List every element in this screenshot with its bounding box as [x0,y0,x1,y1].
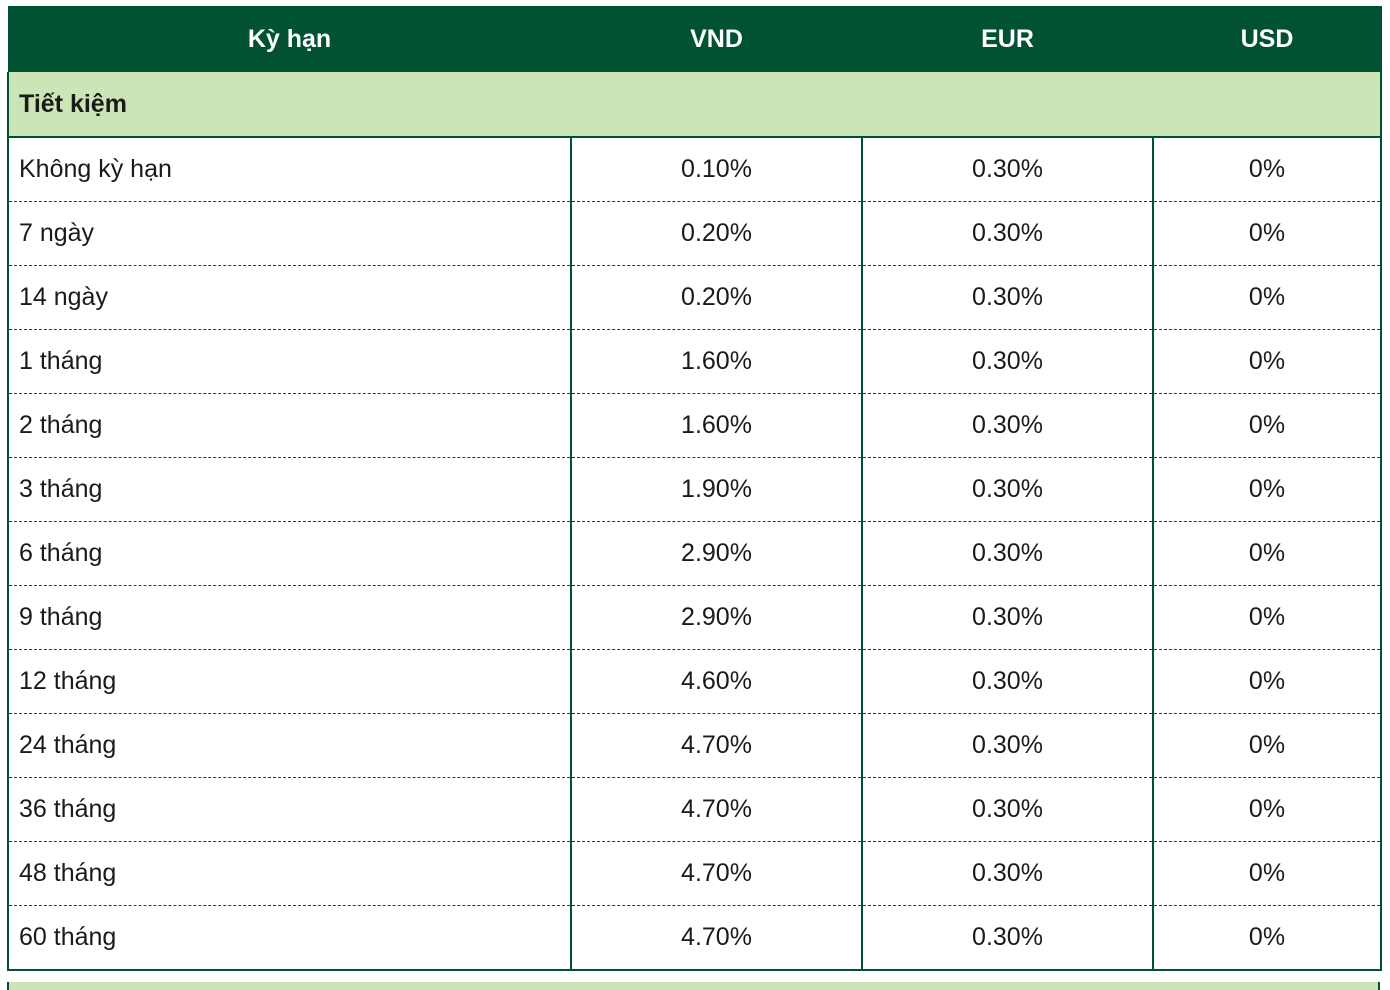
table-row: 6 tháng 2.90% 0.30% 0% [7,521,1382,586]
term-cell: 9 tháng [7,585,572,650]
header-term: Kỳ hạn [7,6,572,72]
vnd-rate-cell: 4.60% [570,649,863,714]
table-row: 60 tháng 4.70% 0.30% 0% [7,905,1382,971]
term-cell: 3 tháng [7,457,572,522]
table-row: 1 tháng 1.60% 0.30% 0% [7,329,1382,394]
usd-rate-cell: 0% [1152,649,1382,714]
table-row: 7 ngày 0.20% 0.30% 0% [7,201,1382,266]
usd-rate-cell: 0% [1152,713,1382,778]
table-row: 24 tháng 4.70% 0.30% 0% [7,713,1382,778]
next-section-strip [7,982,1380,990]
vnd-rate-cell: 0.20% [570,201,863,266]
eur-rate-cell: 0.30% [861,201,1154,266]
vnd-rate-cell: 1.90% [570,457,863,522]
eur-rate-cell: 0.30% [861,137,1154,202]
table-row: 2 tháng 1.60% 0.30% 0% [7,393,1382,458]
eur-rate-cell: 0.30% [861,393,1154,458]
vnd-rate-cell: 2.90% [570,521,863,586]
vnd-rate-cell: 1.60% [570,393,863,458]
usd-rate-cell: 0% [1152,329,1382,394]
usd-rate-cell: 0% [1152,457,1382,522]
interest-rate-table: Kỳ hạn VND EUR USD Tiết kiệm Không kỳ hạ… [7,6,1382,971]
section-title: Tiết kiệm [7,72,1382,138]
vnd-rate-cell: 4.70% [570,777,863,842]
vnd-rate-cell: 0.10% [570,137,863,202]
term-cell: 6 tháng [7,521,572,586]
table-body: Tiết kiệm Không kỳ hạn 0.10% 0.30% 0% 7 … [7,72,1382,971]
vnd-rate-cell: 4.70% [570,841,863,906]
table-header: Kỳ hạn VND EUR USD [7,6,1382,72]
vnd-rate-cell: 4.70% [570,713,863,778]
term-cell: 60 tháng [7,905,572,971]
table-row: 12 tháng 4.60% 0.30% 0% [7,649,1382,714]
table-row: 9 tháng 2.90% 0.30% 0% [7,585,1382,650]
eur-rate-cell: 0.30% [861,585,1154,650]
table-row: Không kỳ hạn 0.10% 0.30% 0% [7,137,1382,202]
usd-rate-cell: 0% [1152,777,1382,842]
vnd-rate-cell: 0.20% [570,265,863,330]
usd-rate-cell: 0% [1152,137,1382,202]
header-vnd: VND [570,6,863,72]
usd-rate-cell: 0% [1152,585,1382,650]
usd-rate-cell: 0% [1152,905,1382,971]
eur-rate-cell: 0.30% [861,265,1154,330]
eur-rate-cell: 0.30% [861,457,1154,522]
header-row: Kỳ hạn VND EUR USD [7,6,1382,72]
usd-rate-cell: 0% [1152,265,1382,330]
table-row: 3 tháng 1.90% 0.30% 0% [7,457,1382,522]
term-cell: 14 ngày [7,265,572,330]
eur-rate-cell: 0.30% [861,841,1154,906]
term-cell: 24 tháng [7,713,572,778]
table-row: 48 tháng 4.70% 0.30% 0% [7,841,1382,906]
eur-rate-cell: 0.30% [861,905,1154,971]
vnd-rate-cell: 1.60% [570,329,863,394]
usd-rate-cell: 0% [1152,201,1382,266]
eur-rate-cell: 0.30% [861,649,1154,714]
term-cell: 1 tháng [7,329,572,394]
eur-rate-cell: 0.30% [861,713,1154,778]
header-eur: EUR [861,6,1154,72]
usd-rate-cell: 0% [1152,393,1382,458]
usd-rate-cell: 0% [1152,521,1382,586]
section-row: Tiết kiệm [7,72,1382,138]
header-usd: USD [1152,6,1382,72]
usd-rate-cell: 0% [1152,841,1382,906]
eur-rate-cell: 0.30% [861,329,1154,394]
vnd-rate-cell: 2.90% [570,585,863,650]
term-cell: 7 ngày [7,201,572,266]
term-cell: 36 tháng [7,777,572,842]
table-row: 36 tháng 4.70% 0.30% 0% [7,777,1382,842]
vnd-rate-cell: 4.70% [570,905,863,971]
term-cell: 12 tháng [7,649,572,714]
table-row: 14 ngày 0.20% 0.30% 0% [7,265,1382,330]
eur-rate-cell: 0.30% [861,777,1154,842]
term-cell: 2 tháng [7,393,572,458]
term-cell: Không kỳ hạn [7,137,572,202]
term-cell: 48 tháng [7,841,572,906]
eur-rate-cell: 0.30% [861,521,1154,586]
